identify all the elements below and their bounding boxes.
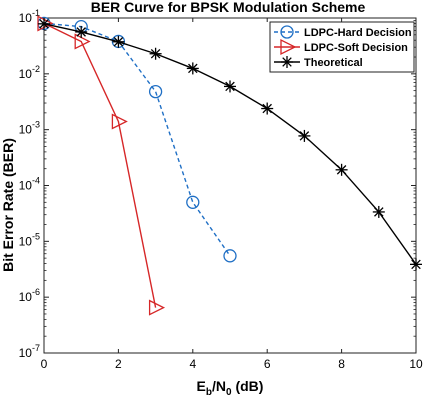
asterisk-stroke xyxy=(225,81,235,92)
series-line xyxy=(43,22,157,308)
series-2 xyxy=(38,17,422,271)
y-tick-label: 10-7 xyxy=(19,343,40,360)
y-tick-label: 10-3 xyxy=(19,120,40,137)
legend-label: LDPC-Soft Decision xyxy=(304,42,408,54)
data-point xyxy=(75,25,88,38)
data-point xyxy=(148,84,163,99)
y-tick-label: 10-4 xyxy=(19,176,40,193)
data-point xyxy=(111,113,128,130)
data-point xyxy=(298,129,311,142)
y-axis-label: Bit Error Rate (BER) xyxy=(0,138,16,272)
y-tick-label: 10-1 xyxy=(19,8,40,25)
data-point xyxy=(372,205,385,218)
x-label-main: E xyxy=(197,378,206,394)
asterisk-stroke xyxy=(113,37,124,47)
x-tick-label: 2 xyxy=(115,357,122,371)
data-point xyxy=(261,102,274,115)
series-1 xyxy=(37,15,166,316)
series-line xyxy=(43,22,231,257)
legend: LDPC-Hard Decision LDPC-Soft Decision Theo… xyxy=(269,21,415,73)
x-label-sub2: 0 xyxy=(226,387,232,398)
legend-item: LDPC-Soft Decision xyxy=(274,38,408,56)
asterisk-stroke xyxy=(299,131,310,141)
data-point xyxy=(224,80,236,93)
y-tick-label: 10-2 xyxy=(19,64,40,81)
x-tick-label: 4 xyxy=(189,357,196,371)
data-point xyxy=(74,33,91,50)
x-tick-label: 0 xyxy=(41,357,48,371)
data-point xyxy=(186,62,199,75)
asterisk-stroke xyxy=(76,27,86,37)
legend-marker xyxy=(280,25,294,39)
data-point xyxy=(186,195,200,209)
legend-marker xyxy=(280,38,297,56)
y-tick-label: 10-5 xyxy=(19,231,40,248)
asterisk-stroke xyxy=(39,19,49,29)
x-label-unit: (dB) xyxy=(232,378,264,394)
plot-area: 0 2 4 6 8 10 10-7 10-6 10-5 10-4 10-3 10-2 10-1 xyxy=(19,8,423,371)
data-point xyxy=(148,299,166,316)
legend-marker xyxy=(281,56,293,68)
asterisk-stroke xyxy=(374,207,384,217)
asterisk-stroke xyxy=(150,48,161,59)
x-label-sub1: b xyxy=(206,387,212,398)
asterisk-stroke xyxy=(336,165,347,175)
asterisk-stroke xyxy=(262,103,272,114)
legend-item: LDPC-Hard Decision xyxy=(274,25,412,39)
x-axis-label: Eb/N0 (dB) xyxy=(197,378,264,398)
x-tick-label: 8 xyxy=(338,357,345,371)
legend-item: Theoretical xyxy=(274,56,363,69)
data-point xyxy=(38,17,50,30)
x-tick-label: 10 xyxy=(409,357,423,371)
data-point xyxy=(223,249,237,263)
data-point xyxy=(335,163,348,176)
y-tick-label: 10-6 xyxy=(19,287,40,304)
x-label-mid: /N xyxy=(212,378,226,394)
legend-label: LDPC-Hard Decision xyxy=(304,27,412,39)
asterisk-stroke xyxy=(411,259,421,270)
chart-title: BER Curve for BPSK Modulation Scheme xyxy=(91,0,366,15)
legend-label: Theoretical xyxy=(304,57,363,69)
asterisk-stroke xyxy=(188,63,198,74)
asterisk-stroke xyxy=(282,57,292,67)
data-point xyxy=(410,258,422,271)
data-point xyxy=(112,35,125,48)
data-point xyxy=(149,47,162,60)
series-0 xyxy=(37,16,237,263)
x-tick-label: 6 xyxy=(264,357,271,371)
